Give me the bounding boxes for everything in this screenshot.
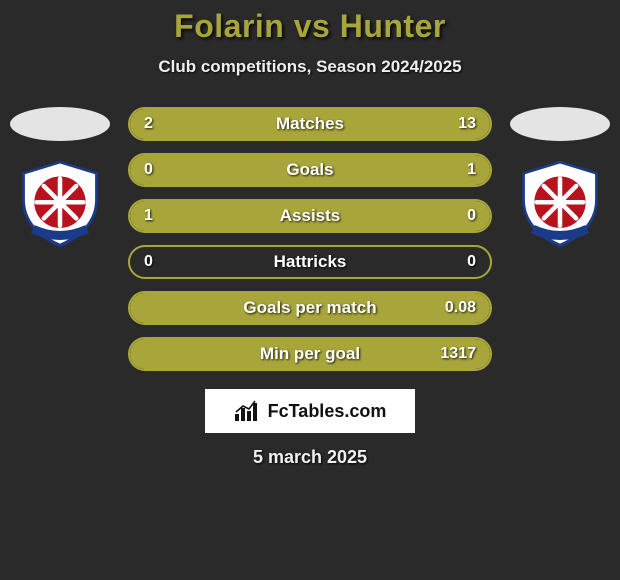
stat-value-right: 0.08: [445, 299, 476, 317]
stat-fill-left: [130, 109, 177, 139]
right-player-silhouette: [510, 107, 610, 141]
stat-value-right: 1317: [440, 345, 476, 363]
page-title: Folarin vs Hunter: [0, 8, 620, 45]
snapshot-date: 5 march 2025: [0, 447, 620, 468]
stat-row-assists: 1 Assists 0: [128, 199, 492, 233]
comparison-card: Folarin vs Hunter Club competitions, Sea…: [0, 0, 620, 468]
left-player-silhouette: [10, 107, 110, 141]
left-club-crest: [15, 159, 105, 249]
stat-row-goals: 0 Goals 1: [128, 153, 492, 187]
stat-label: Goals: [286, 160, 333, 180]
stat-row-matches: 2 Matches 13: [128, 107, 492, 141]
right-player-column: [510, 107, 610, 249]
stat-row-goals-per-match: Goals per match 0.08: [128, 291, 492, 325]
brand-badge[interactable]: FcTables.com: [205, 389, 415, 433]
bar-chart-icon: [234, 400, 262, 422]
stat-label: Goals per match: [243, 298, 376, 318]
stat-row-hattricks: 0 Hattricks 0: [128, 245, 492, 279]
stat-value-left: 0: [144, 253, 153, 271]
stat-value-left: 2: [144, 115, 153, 133]
stat-value-right: 13: [458, 115, 476, 133]
stat-label: Matches: [276, 114, 344, 134]
stat-value-left: 1: [144, 207, 153, 225]
stat-value-right: 1: [467, 161, 476, 179]
stat-bars: 2 Matches 13 0 Goals 1 1 Assists 0: [128, 107, 492, 371]
left-player-column: [10, 107, 110, 249]
stat-value-right: 0: [467, 207, 476, 225]
page-subtitle: Club competitions, Season 2024/2025: [0, 57, 620, 77]
right-club-crest: [515, 159, 605, 249]
stat-label: Hattricks: [274, 252, 347, 272]
main-row: 2 Matches 13 0 Goals 1 1 Assists 0: [0, 107, 620, 371]
stat-value-left: 0: [144, 161, 153, 179]
brand-text: FcTables.com: [268, 401, 387, 422]
stat-value-right: 0: [467, 253, 476, 271]
stat-label: Min per goal: [260, 344, 360, 364]
stat-label: Assists: [280, 206, 340, 226]
stat-row-min-per-goal: Min per goal 1317: [128, 337, 492, 371]
